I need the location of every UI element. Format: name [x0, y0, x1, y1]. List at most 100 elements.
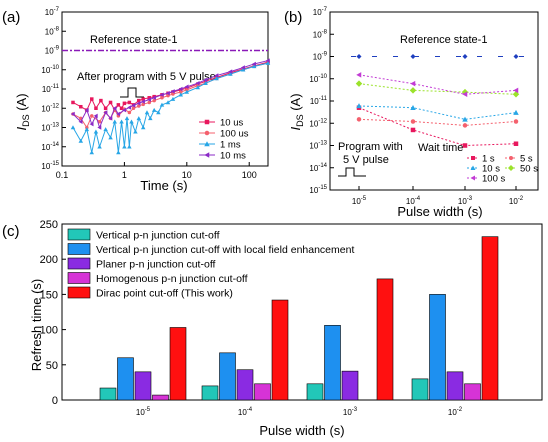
- panel-b-reference-point: [513, 54, 519, 59]
- panel-a-legend-marker: [204, 119, 210, 125]
- panel-c-bar: [271, 299, 289, 401]
- panel-c-legend-label: Planer p-n junction cut-off: [96, 259, 216, 271]
- panel-c-bar: [306, 383, 324, 401]
- panel-b-y-tick-label: 10-14: [309, 163, 327, 173]
- panel-a-data-point: [122, 101, 127, 106]
- panel-a-pulse-icon: [120, 87, 144, 98]
- panel-b-data-point: [409, 87, 417, 94]
- panel-a-data-point: [170, 96, 176, 101]
- panel-b-data-point: [356, 117, 362, 122]
- panel-a-data-point: [195, 80, 200, 86]
- panel-c-bar: [411, 378, 429, 401]
- panel-b-data-point: [356, 103, 362, 109]
- panel-b-data-point: [410, 80, 416, 87]
- panel-a-data-point: [84, 127, 90, 132]
- panel-a-data-point: [214, 73, 219, 78]
- panel-c-label: (c): [2, 223, 20, 240]
- panel-c-legend-swatch: [67, 228, 91, 241]
- panel-a-data-point: [122, 144, 127, 149]
- panel-a-legend-marker: [204, 152, 210, 158]
- panel-b-series-line: [358, 105, 517, 120]
- panel-c-y-tick-label: 100: [40, 325, 58, 337]
- panel-a-data-point: [140, 99, 145, 104]
- panel-a-data-point: [251, 64, 257, 69]
- panel-a-data-point: [127, 144, 132, 149]
- panel-c-bar: [429, 294, 446, 401]
- panel-a-data-point: [151, 95, 156, 101]
- panel-b-series-line: [358, 107, 517, 147]
- panel-b-data-point: [513, 141, 519, 146]
- panel-b-xlabel: Pulse width (s): [397, 204, 482, 219]
- panel-a-data-point: [136, 116, 142, 121]
- panel-a-data-point: [119, 119, 124, 124]
- panel-b-legend-label: 50 s: [520, 164, 538, 175]
- panel-a-xlabel: Time (s): [140, 178, 187, 193]
- panel-a-data-point: [112, 106, 117, 111]
- panel-c-legend-label: Homogenous p-n junction cut-off: [96, 273, 248, 285]
- panel-b-pulse-icon: [338, 167, 366, 177]
- panel-c-y-tick-label: 150: [40, 289, 58, 301]
- panel-b-legend-marker: [470, 165, 476, 170]
- panel-a-data-point: [137, 104, 141, 108]
- panel-a-data-point: [79, 104, 83, 109]
- panel-a-x-tick-label: 0.1: [56, 170, 69, 180]
- panel-a-data-point: [165, 100, 171, 105]
- panel-b-data-point: [512, 91, 520, 98]
- panel-c-bar: [201, 385, 219, 401]
- panel-a-data-point: [156, 110, 161, 115]
- panel-c-legend-label: Vertical p-n junction cut-off: [96, 230, 220, 242]
- panel-b-y-tick-label: 10-10: [309, 74, 327, 84]
- panel-a-data-point: [140, 125, 146, 130]
- panel-a-data-point: [93, 129, 99, 134]
- panel-a-data-point: [70, 125, 76, 130]
- panel-c-legend-swatch: [67, 243, 91, 255]
- panel-b-ylabel: IDS (A): [288, 93, 305, 130]
- panel-a-data-point: [84, 107, 89, 113]
- panel-c-bar: [134, 371, 152, 401]
- panel-b-data-point: [462, 116, 468, 122]
- panel-b-y-tick-label: 10-7: [313, 7, 328, 17]
- panel-c-bar: [219, 352, 236, 401]
- panel-a-data-point: [122, 107, 127, 113]
- panel-a-data-point: [146, 97, 151, 102]
- panel-a-data-point: [141, 97, 145, 101]
- panel-c-bar: [341, 370, 359, 401]
- panel-b-data-point: [355, 80, 363, 87]
- panel-a-x-tick-label: 1: [122, 170, 127, 180]
- panel-b-program-label-1: Program with: [338, 141, 403, 153]
- panel-c-legend-label: Dirac point cut-off (This work): [96, 288, 233, 300]
- panel-a-data-point: [178, 86, 183, 92]
- panel-a-data-point: [251, 61, 256, 67]
- panel-b-data-point: [410, 127, 416, 133]
- panel-a-data-point: [159, 102, 165, 107]
- panel-a-data-point: [141, 102, 145, 107]
- panel-a-data-point: [103, 127, 108, 132]
- panel-a-data-point: [97, 119, 102, 124]
- panel-a-data-point: [147, 100, 151, 105]
- panel-a-data-point: [160, 96, 164, 100]
- panel-c-y-tick-label: 50: [46, 360, 58, 372]
- panel-a-data-point: [97, 144, 102, 149]
- panel-b-label: (b): [284, 9, 302, 26]
- panel-c-bar: [481, 236, 499, 401]
- panel-a-reference-label: Reference state-1: [90, 34, 177, 46]
- panel-c-x-tick-label: 10-3: [343, 407, 358, 417]
- panel-a-data-point: [195, 85, 201, 90]
- panel-a-data-point: [228, 71, 233, 76]
- panel-a-data-point: [93, 113, 98, 119]
- panel-a-data-point: [144, 110, 150, 115]
- panel-c-x-tick-label: 10-2: [448, 407, 463, 417]
- panel-a-y-tick-label: 10-11: [42, 84, 60, 94]
- panel-b-series-line: [358, 74, 517, 95]
- panel-b-data-point: [356, 72, 362, 78]
- panel-a: (a) IDS (A) Time (s) Reference state-1 A…: [2, 7, 271, 193]
- panel-c-legend-swatch: [67, 286, 91, 299]
- panel-c-bar: [117, 357, 134, 401]
- panel-c-bar: [464, 383, 481, 401]
- panel-a-data-point: [136, 101, 141, 106]
- panel-a-data-point: [116, 103, 121, 107]
- panel-b-data-point: [513, 119, 519, 124]
- panel-b-y-tick-label: 10-15: [309, 185, 327, 195]
- panel-c-legend-label: Vertical p-n junction cut-off with local…: [96, 244, 354, 256]
